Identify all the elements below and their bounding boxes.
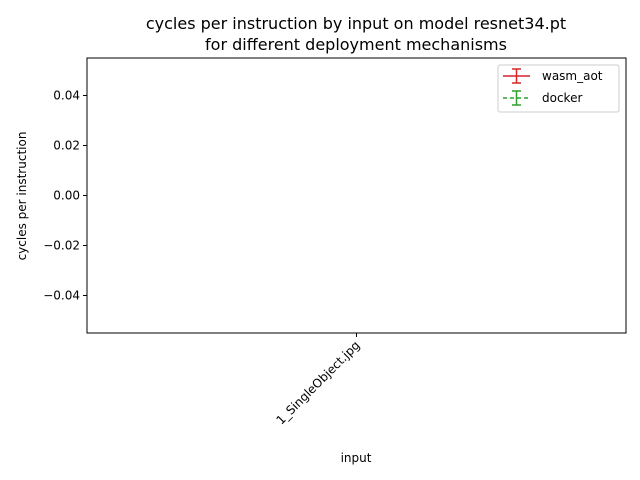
- y-tick-label: 0.00: [53, 189, 80, 203]
- legend-label-wasm_aot: wasm_aot: [542, 69, 603, 83]
- legend-label-docker: docker: [542, 91, 582, 105]
- y-tick-label: 0.02: [53, 139, 80, 153]
- y-axis-label: cycles per instruction: [15, 132, 29, 261]
- y-tick-label: −0.04: [43, 289, 80, 303]
- y-axis: −0.04 −0.02 0.00 0.02 0.04: [43, 89, 87, 303]
- chart-title-line-2: for different deployment mechanisms: [205, 35, 507, 54]
- x-axis-label: input: [341, 451, 372, 465]
- legend-entry-wasm_aot: wasm_aot: [503, 68, 603, 84]
- legend-entry-docker: docker: [503, 90, 582, 106]
- y-tick-label: 0.04: [53, 89, 80, 103]
- y-tick-label: −0.02: [43, 239, 80, 253]
- chart-title-line-1: cycles per instruction by input on model…: [146, 14, 566, 33]
